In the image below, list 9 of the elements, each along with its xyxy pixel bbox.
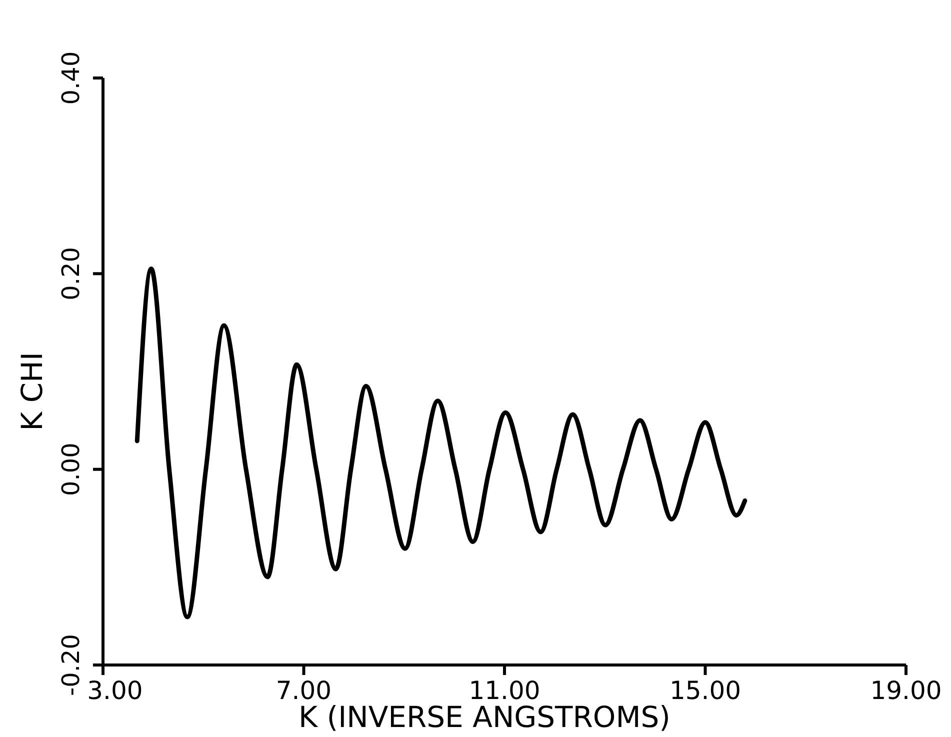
y-tick-label: -0.20 bbox=[57, 634, 85, 696]
x-tick-label: 3.00 bbox=[87, 676, 143, 705]
x-tick-label: 19.00 bbox=[870, 676, 942, 705]
line-series bbox=[134, 266, 748, 620]
y-axis-title: K CHI bbox=[15, 352, 49, 431]
y-tick-label: 0.20 bbox=[57, 246, 85, 300]
x-tick-label: 15.00 bbox=[669, 676, 742, 705]
y-tick-label: 0.40 bbox=[57, 51, 85, 105]
y-tick-label: 0.00 bbox=[57, 442, 85, 496]
